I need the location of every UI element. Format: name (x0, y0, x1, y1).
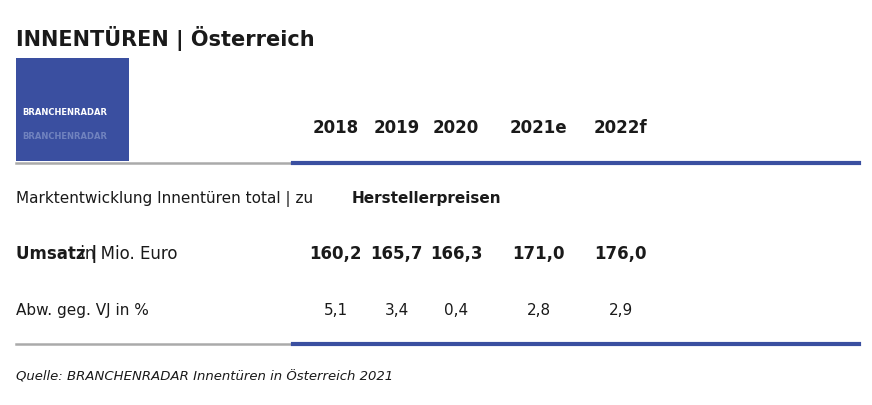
Text: 171,0: 171,0 (513, 244, 565, 262)
Text: 2,8: 2,8 (527, 303, 551, 317)
Text: Herstellerpreisen: Herstellerpreisen (351, 191, 501, 206)
Text: 176,0: 176,0 (595, 244, 647, 262)
Text: Marktentwicklung Innentüren total | zu: Marktentwicklung Innentüren total | zu (16, 190, 317, 207)
Text: 2021e: 2021e (510, 119, 568, 136)
Text: 2,9: 2,9 (609, 303, 633, 317)
Text: 2018: 2018 (313, 119, 358, 136)
Text: BRANCHENRADAR: BRANCHENRADAR (22, 132, 106, 141)
FancyBboxPatch shape (16, 59, 129, 162)
Text: 2022f: 2022f (594, 119, 648, 136)
Text: 3,4: 3,4 (385, 303, 409, 317)
Text: 0,4: 0,4 (444, 303, 468, 317)
Text: 5,1: 5,1 (324, 303, 348, 317)
Text: 2020: 2020 (433, 119, 480, 136)
Text: Umsatz |: Umsatz | (16, 244, 97, 262)
Text: Abw. geg. VJ in %: Abw. geg. VJ in % (16, 303, 148, 317)
Text: 165,7: 165,7 (371, 244, 423, 262)
Text: Quelle: BRANCHENRADAR Innentüren in Österreich 2021: Quelle: BRANCHENRADAR Innentüren in Öste… (16, 369, 392, 382)
Text: 166,3: 166,3 (430, 244, 482, 262)
Text: 2019: 2019 (373, 119, 420, 136)
Text: 160,2: 160,2 (310, 244, 362, 262)
Text: INNENTÜREN | Österreich: INNENTÜREN | Österreich (16, 26, 314, 51)
Text: in Mio. Euro: in Mio. Euro (75, 244, 178, 262)
Text: BRANCHENRADAR: BRANCHENRADAR (22, 108, 106, 117)
